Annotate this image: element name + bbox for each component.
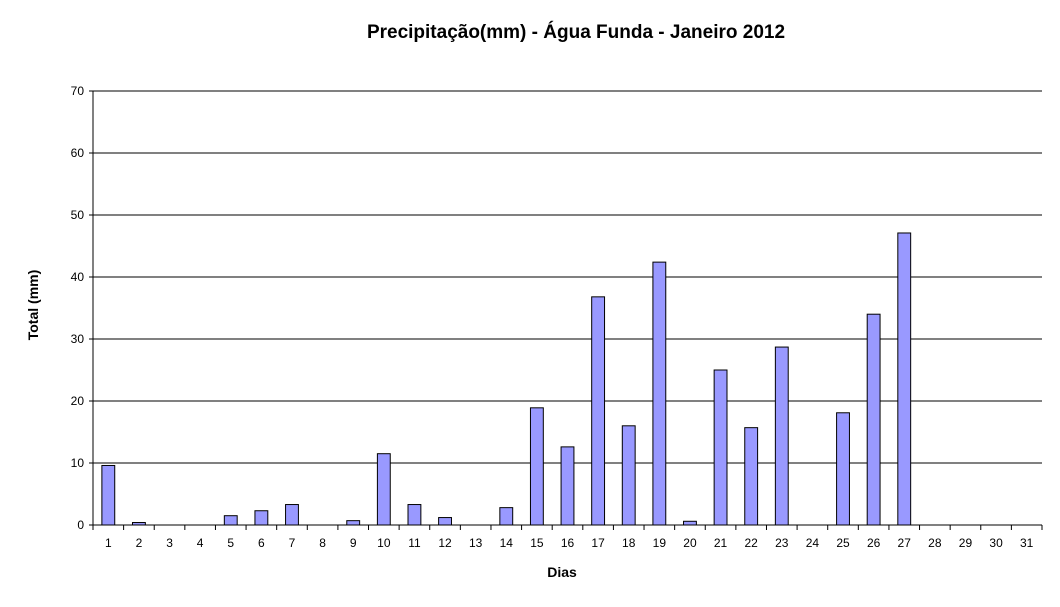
- bar-day-14: [499, 507, 514, 526]
- x-tick-label: 28: [928, 536, 942, 550]
- bar-day-5: [223, 515, 238, 526]
- x-tick-label: 21: [714, 536, 728, 550]
- y-tick-label: 20: [71, 394, 85, 408]
- x-tick-label: 30: [989, 536, 1003, 550]
- x-tick-label: 7: [289, 536, 296, 550]
- x-tick-label: 23: [775, 536, 789, 550]
- x-tick-label: 20: [683, 536, 697, 550]
- x-tick-label: 5: [227, 536, 234, 550]
- y-tick-label: 40: [71, 270, 85, 284]
- bar-day-10: [376, 453, 391, 526]
- x-tick-label: 8: [319, 536, 326, 550]
- bar-day-21: [713, 369, 728, 526]
- y-tick-label: 70: [71, 84, 85, 98]
- y-tick-label: 0: [77, 518, 84, 532]
- y-tick-label: 10: [71, 456, 85, 470]
- x-tick-label: 19: [653, 536, 667, 550]
- x-tick-label: 25: [836, 536, 850, 550]
- y-tick-label: 50: [71, 208, 85, 222]
- y-tick-label: 60: [71, 146, 85, 160]
- bar-day-27: [897, 232, 912, 526]
- bar-day-9: [346, 520, 361, 526]
- x-tick-label: 16: [561, 536, 575, 550]
- x-tick-label: 18: [622, 536, 636, 550]
- bar-day-1: [101, 464, 116, 526]
- chart-title: Precipitação(mm) - Água Funda - Janeiro …: [367, 21, 785, 43]
- x-tick-label: 31: [1020, 536, 1034, 550]
- x-tick-label: 1: [105, 536, 112, 550]
- bar-day-12: [438, 517, 452, 526]
- bar-day-20: [683, 520, 697, 526]
- axes: [89, 90, 1043, 530]
- x-tick-label: 4: [197, 536, 204, 550]
- bar-day-16: [560, 446, 575, 526]
- x-tick-label: 10: [377, 536, 391, 550]
- x-tick-label: 24: [806, 536, 820, 550]
- bar-day-7: [285, 504, 299, 526]
- x-tick-label: 3: [166, 536, 173, 550]
- bar-day-26: [866, 313, 881, 526]
- x-tick-label: 9: [350, 536, 357, 550]
- x-tick-label: 11: [408, 536, 421, 550]
- x-tick-label: 27: [898, 536, 912, 550]
- x-tick-label: 12: [438, 536, 452, 550]
- bar-day-17: [591, 296, 606, 526]
- bar-day-23: [774, 346, 789, 526]
- x-tick-label: 13: [469, 536, 483, 550]
- y-axis-label: Total (mm): [25, 270, 41, 341]
- x-tick-label: 14: [500, 536, 514, 550]
- x-tick-label: 26: [867, 536, 881, 550]
- bar-day-22: [744, 427, 759, 526]
- bar-day-11: [407, 504, 422, 526]
- y-tick-label: 30: [71, 332, 85, 346]
- bar-day-19: [652, 261, 667, 526]
- x-axis-label: Dias: [547, 564, 577, 580]
- grid-lines: [93, 90, 1042, 464]
- bar-day-25: [836, 412, 850, 526]
- bar-day-6: [254, 510, 269, 526]
- x-tick-label: 6: [258, 536, 265, 550]
- x-tick-label: 29: [959, 536, 973, 550]
- bars: [101, 232, 912, 526]
- x-tick-label: 22: [744, 536, 758, 550]
- bar-day-15: [529, 407, 544, 526]
- x-tick-labels: 1 2 3 4 5 6 7 8 9 10 11 12 13 14 15 16 17 18 19 20 21 22 23 24 2…: [105, 536, 1034, 550]
- x-tick-label: 15: [530, 536, 544, 550]
- bar-day-18: [621, 425, 636, 526]
- x-tick-label: 17: [591, 536, 605, 550]
- x-tick-label: 2: [136, 536, 143, 550]
- y-tick-labels: 0 10 20 30 40 50 60 70: [71, 84, 85, 532]
